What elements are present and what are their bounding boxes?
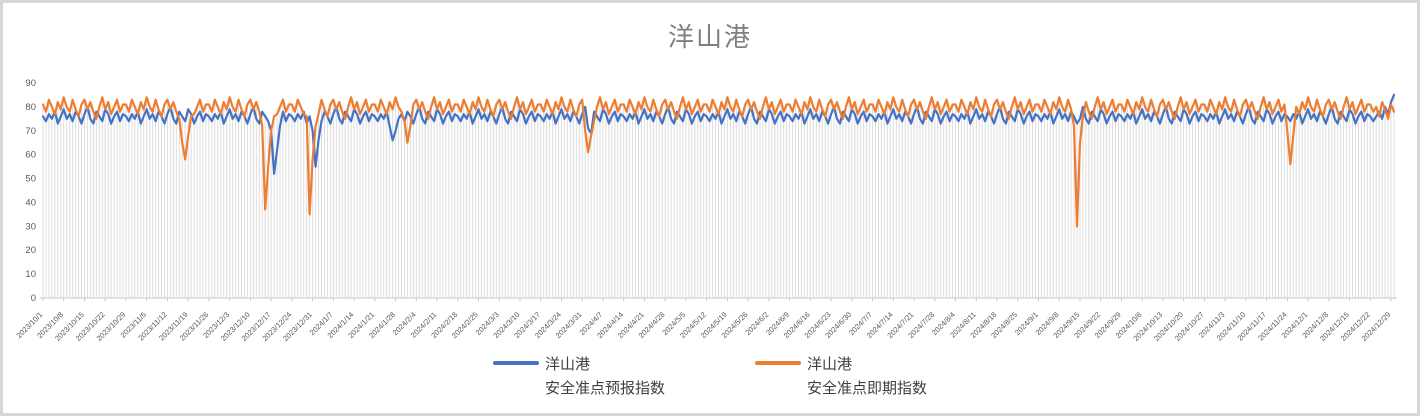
svg-text:40: 40 bbox=[25, 197, 36, 208]
forecast-series-label-line2: 安全准点预报指数 bbox=[544, 380, 665, 397]
svg-text:20: 20 bbox=[25, 245, 36, 256]
svg-text:90: 90 bbox=[25, 78, 36, 89]
svg-text:60: 60 bbox=[25, 150, 36, 161]
legend-item-spot[interactable]: 洋山港 安全准点即期指数 bbox=[755, 353, 927, 401]
svg-text:10: 10 bbox=[25, 269, 36, 280]
svg-text:30: 30 bbox=[25, 221, 36, 232]
forecast-series-swatch bbox=[492, 361, 539, 365]
spot-index-line bbox=[41, 96, 1396, 228]
x-axis-labels: 2023/10/12023/10/82023/10/152023/10/2220… bbox=[14, 310, 1392, 343]
spot-series-label-line1: 洋山港 bbox=[807, 356, 853, 373]
spot-series-label-line2: 安全准点即期指数 bbox=[807, 380, 928, 397]
chart-legend: 洋山港 安全准点预报指数 洋山港 安全准点即期指数 bbox=[3, 353, 1417, 401]
svg-text:50: 50 bbox=[25, 174, 36, 185]
drop-lines bbox=[42, 95, 1395, 298]
spot-series-label: 洋山港 安全准点即期指数 bbox=[807, 353, 927, 401]
svg-text:0: 0 bbox=[31, 293, 36, 304]
spot-series-swatch bbox=[755, 361, 801, 365]
legend-item-forecast[interactable]: 洋山港 安全准点预报指数 bbox=[492, 353, 665, 401]
forecast-series-label: 洋山港 安全准点预报指数 bbox=[545, 353, 665, 401]
forecast-series-label-line1: 洋山港 bbox=[544, 356, 590, 373]
x-axis-ticks bbox=[42, 298, 1392, 301]
line-chart-plot-area: 0 10 20 30 40 50 60 70 80 90 2023/10/12023/10/8202… bbox=[14, 78, 1397, 343]
y-axis-labels: 0 10 20 30 40 50 60 70 80 90 bbox=[25, 78, 36, 304]
chart-title: 洋山港 bbox=[667, 22, 752, 52]
svg-text:70: 70 bbox=[25, 126, 36, 137]
svg-text:80: 80 bbox=[25, 102, 36, 113]
